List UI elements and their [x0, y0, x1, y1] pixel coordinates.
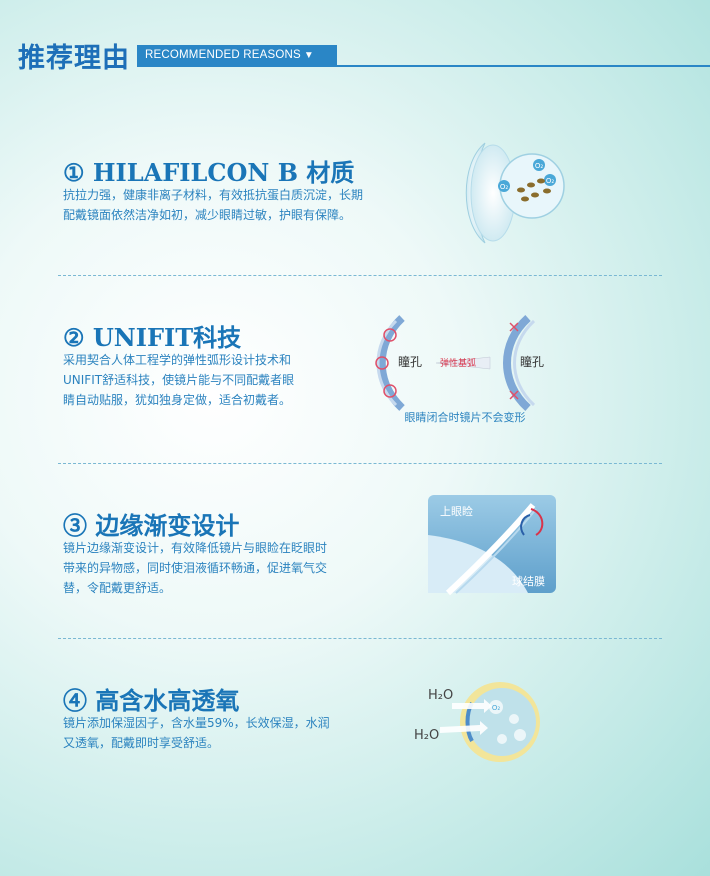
water-label: H₂O — [414, 728, 439, 743]
diagram-caption: 眼睛闭合时镜片不会变形 — [405, 410, 526, 424]
lens-edge-icon: 上眼睑 球结膜 — [428, 495, 556, 596]
section-tag-label: RECOMMENDED REASONS — [145, 49, 301, 61]
water-oxygen-icon: H₂O H₂O O₂ — [414, 682, 540, 762]
page-header: 推荐理由 RECOMMENDED REASONS ▼ — [0, 30, 710, 74]
reason-2-desc: 采用契合人体工程学的弹性弧形设计技术和 UNIFIT舒适科技，使镜片能与不同配戴… — [63, 350, 294, 410]
elastic-curve-label: 弹性基弧 — [440, 357, 476, 369]
oxygen-molecule — [498, 180, 510, 192]
eyelid-diagram-icon: 瞳孔 弹性基弧 瞳孔 眼睛闭合时镜片不会变形 — [375, 315, 544, 424]
lens-molecule-icon: O₂ O₂ O₂ — [465, 142, 565, 244]
reason-2-desc-line: 睛自动贴服，犹如独身定做，适合初戴者。 — [63, 393, 292, 407]
reason-2-desc-line: UNIFIT舒适科技，使镜片能与不同配戴者眼 — [63, 373, 295, 387]
reason-1-desc-line: 配戴镜面依然洁净如初，减少眼睛过敏，护眼有保障。 — [63, 208, 352, 222]
upper-eyelid-label: 上眼睑 — [440, 505, 473, 518]
divider — [58, 275, 662, 276]
pupil-label: 瞳孔 — [520, 354, 544, 369]
conjunctiva-label: 球结膜 — [512, 574, 545, 588]
oxygen-molecule — [533, 159, 545, 171]
reason-4-desc-line: 又透氧，配戴即时享受舒适。 — [63, 736, 220, 750]
reason-4-desc-line: 镜片添加保湿因子，含水量59%，长效保湿，水润 — [63, 716, 330, 730]
oxygen-label: O₂ — [535, 162, 544, 170]
oxygen-molecule — [544, 174, 556, 186]
divider — [58, 463, 662, 464]
reason-4-title: ④ 高含水高透氧 — [63, 686, 240, 715]
page-title: 推荐理由 — [18, 43, 130, 74]
reason-3-desc-line: 替，令配戴更舒适。 — [63, 581, 172, 595]
oxygen-label: O₂ — [546, 177, 555, 185]
header-rule — [137, 65, 710, 67]
reason-3-title: ③ 边缘渐变设计 — [63, 511, 240, 540]
triangle-down-icon: ▼ — [303, 50, 314, 61]
reason-3-desc: 镜片边缘渐变设计，有效降低镜片与眼睑在眨眼时 带来的异物感，同时使泪液循环畅通，… — [63, 538, 327, 598]
pupil-label: 瞳孔 — [398, 354, 422, 369]
reason-1-desc: 抗拉力强，健康非离子材料，有效抵抗蛋白质沉淀，长期 配戴镜面依然洁净如初，减少眼… — [63, 185, 363, 225]
reason-2-title: ② UNIFIT科技 — [63, 323, 242, 352]
reason-4-desc: 镜片添加保湿因子，含水量59%，长效保湿，水润 又透氧，配戴即时享受舒适。 — [63, 713, 330, 753]
reason-3-desc-line: 镜片边缘渐变设计，有效降低镜片与眼睑在眨眼时 — [63, 541, 328, 555]
reason-1-title: ① HILAFILCON B 材质 — [63, 158, 355, 187]
divider — [58, 638, 662, 639]
section-tag: RECOMMENDED REASONS ▼ — [137, 45, 337, 65]
water-label: H₂O — [428, 688, 453, 703]
reason-2-desc-line: 采用契合人体工程学的弹性弧形设计技术和 — [63, 353, 292, 367]
reason-3-desc-line: 带来的异物感，同时使泪液循环畅通，促进氧气交 — [63, 561, 328, 575]
reason-1-desc-line: 抗拉力强，健康非离子材料，有效抵抗蛋白质沉淀，长期 — [63, 188, 364, 202]
oxygen-label: O₂ — [500, 183, 509, 191]
oxygen-label: O₂ — [492, 704, 501, 712]
